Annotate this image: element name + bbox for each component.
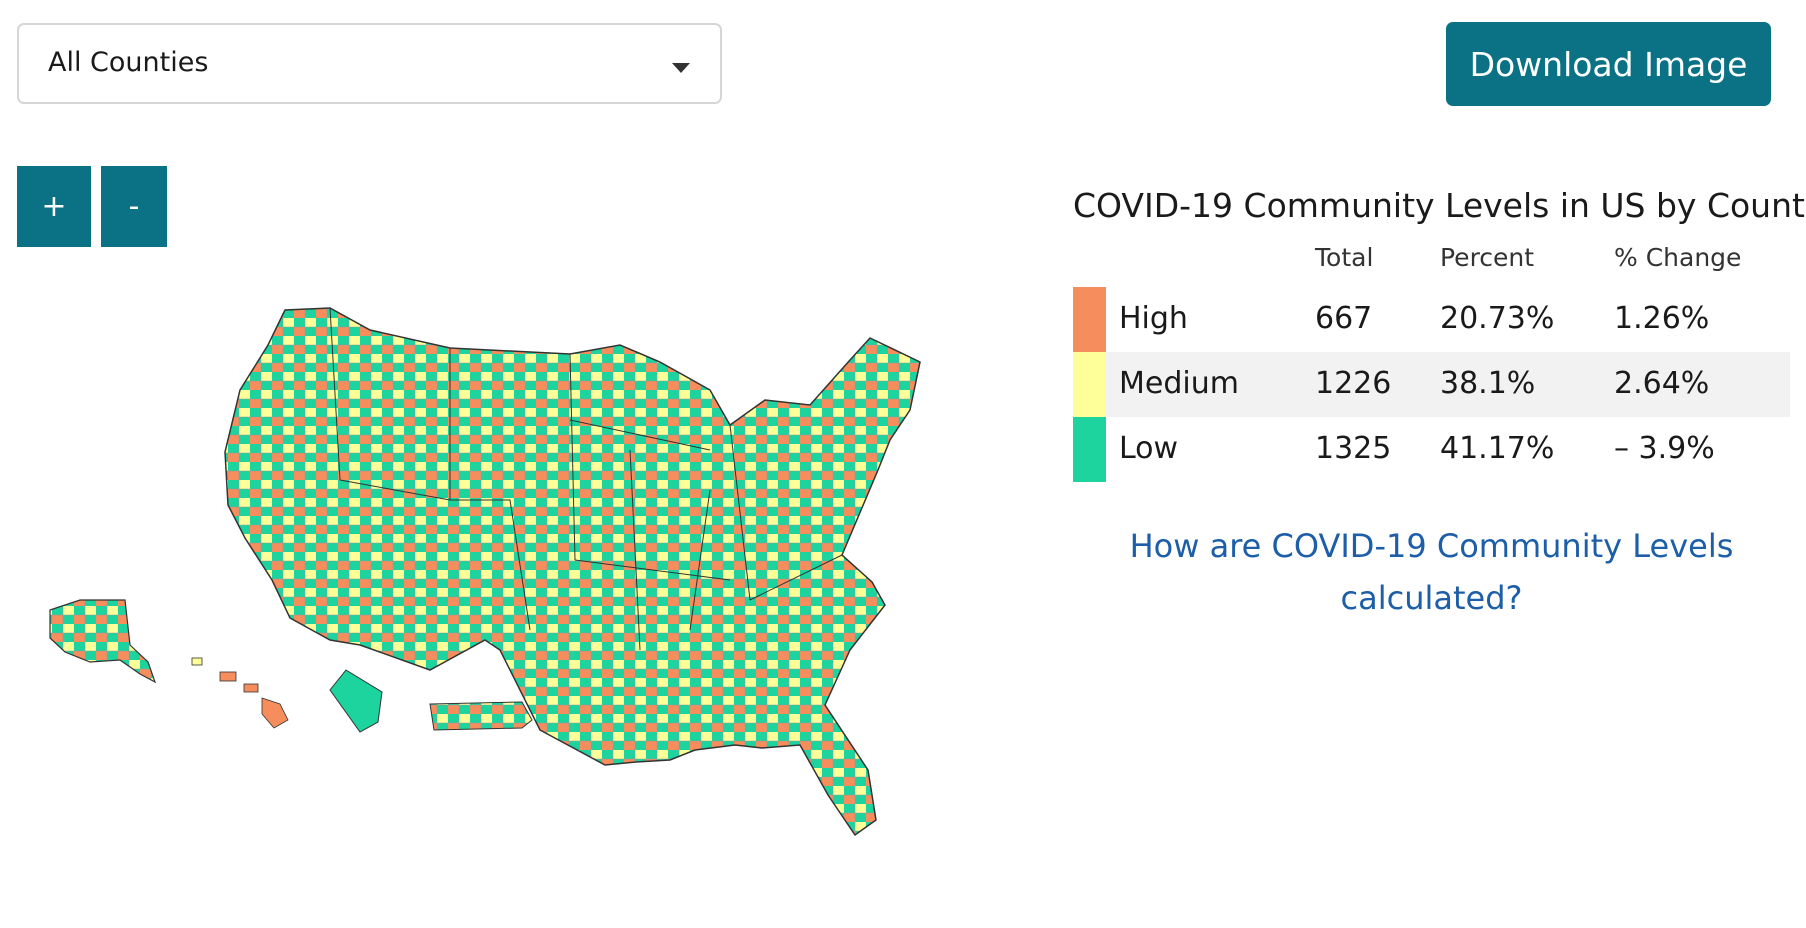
download-image-button[interactable]: Download Image xyxy=(1446,22,1771,106)
level-row-high: High 667 20.73% 1.26% xyxy=(1073,287,1790,352)
level-total: 1325 xyxy=(1315,431,1392,466)
dc-shape[interactable] xyxy=(329,669,383,733)
level-swatch-high xyxy=(1073,287,1106,352)
chevron-down-icon xyxy=(672,63,690,73)
us-county-map[interactable] xyxy=(30,300,950,890)
col-header-percent: Percent xyxy=(1440,243,1535,272)
state-borders xyxy=(329,307,843,651)
level-change: 2.64% xyxy=(1614,366,1710,401)
level-label: Low xyxy=(1119,431,1179,466)
puerto-rico-shape[interactable] xyxy=(429,701,533,731)
level-total: 667 xyxy=(1315,301,1373,336)
level-row-medium: Medium 1226 38.1% 2.64% xyxy=(1073,352,1790,417)
alaska-shape[interactable] xyxy=(49,599,157,684)
county-filter-value: All Counties xyxy=(48,47,209,78)
level-label: High xyxy=(1119,301,1188,336)
hawaii-shape[interactable] xyxy=(191,657,289,729)
level-swatch-low xyxy=(1073,417,1106,482)
level-change: 1.26% xyxy=(1614,301,1710,336)
community-levels-info-link[interactable]: How are COVID-19 Community Levels calcul… xyxy=(1129,527,1734,617)
level-change: – 3.9% xyxy=(1614,431,1715,466)
zoom-out-button[interactable]: - xyxy=(101,166,167,247)
contiguous-us-shape[interactable] xyxy=(224,307,921,837)
level-total: 1226 xyxy=(1315,366,1392,401)
summary-title: COVID-19 Community Levels in US by Count… xyxy=(1073,186,1806,225)
level-row-low: Low 1325 41.17% – 3.9% xyxy=(1073,417,1790,482)
level-label: Medium xyxy=(1119,366,1239,401)
col-header-total: Total xyxy=(1315,243,1374,272)
level-percent: 41.17% xyxy=(1440,431,1555,466)
level-swatch-medium xyxy=(1073,352,1106,417)
level-percent: 20.73% xyxy=(1440,301,1555,336)
col-header-change: % Change xyxy=(1614,243,1742,272)
zoom-in-button[interactable]: + xyxy=(17,166,91,247)
county-filter-select[interactable]: All Counties xyxy=(17,23,722,104)
level-percent: 38.1% xyxy=(1440,366,1536,401)
